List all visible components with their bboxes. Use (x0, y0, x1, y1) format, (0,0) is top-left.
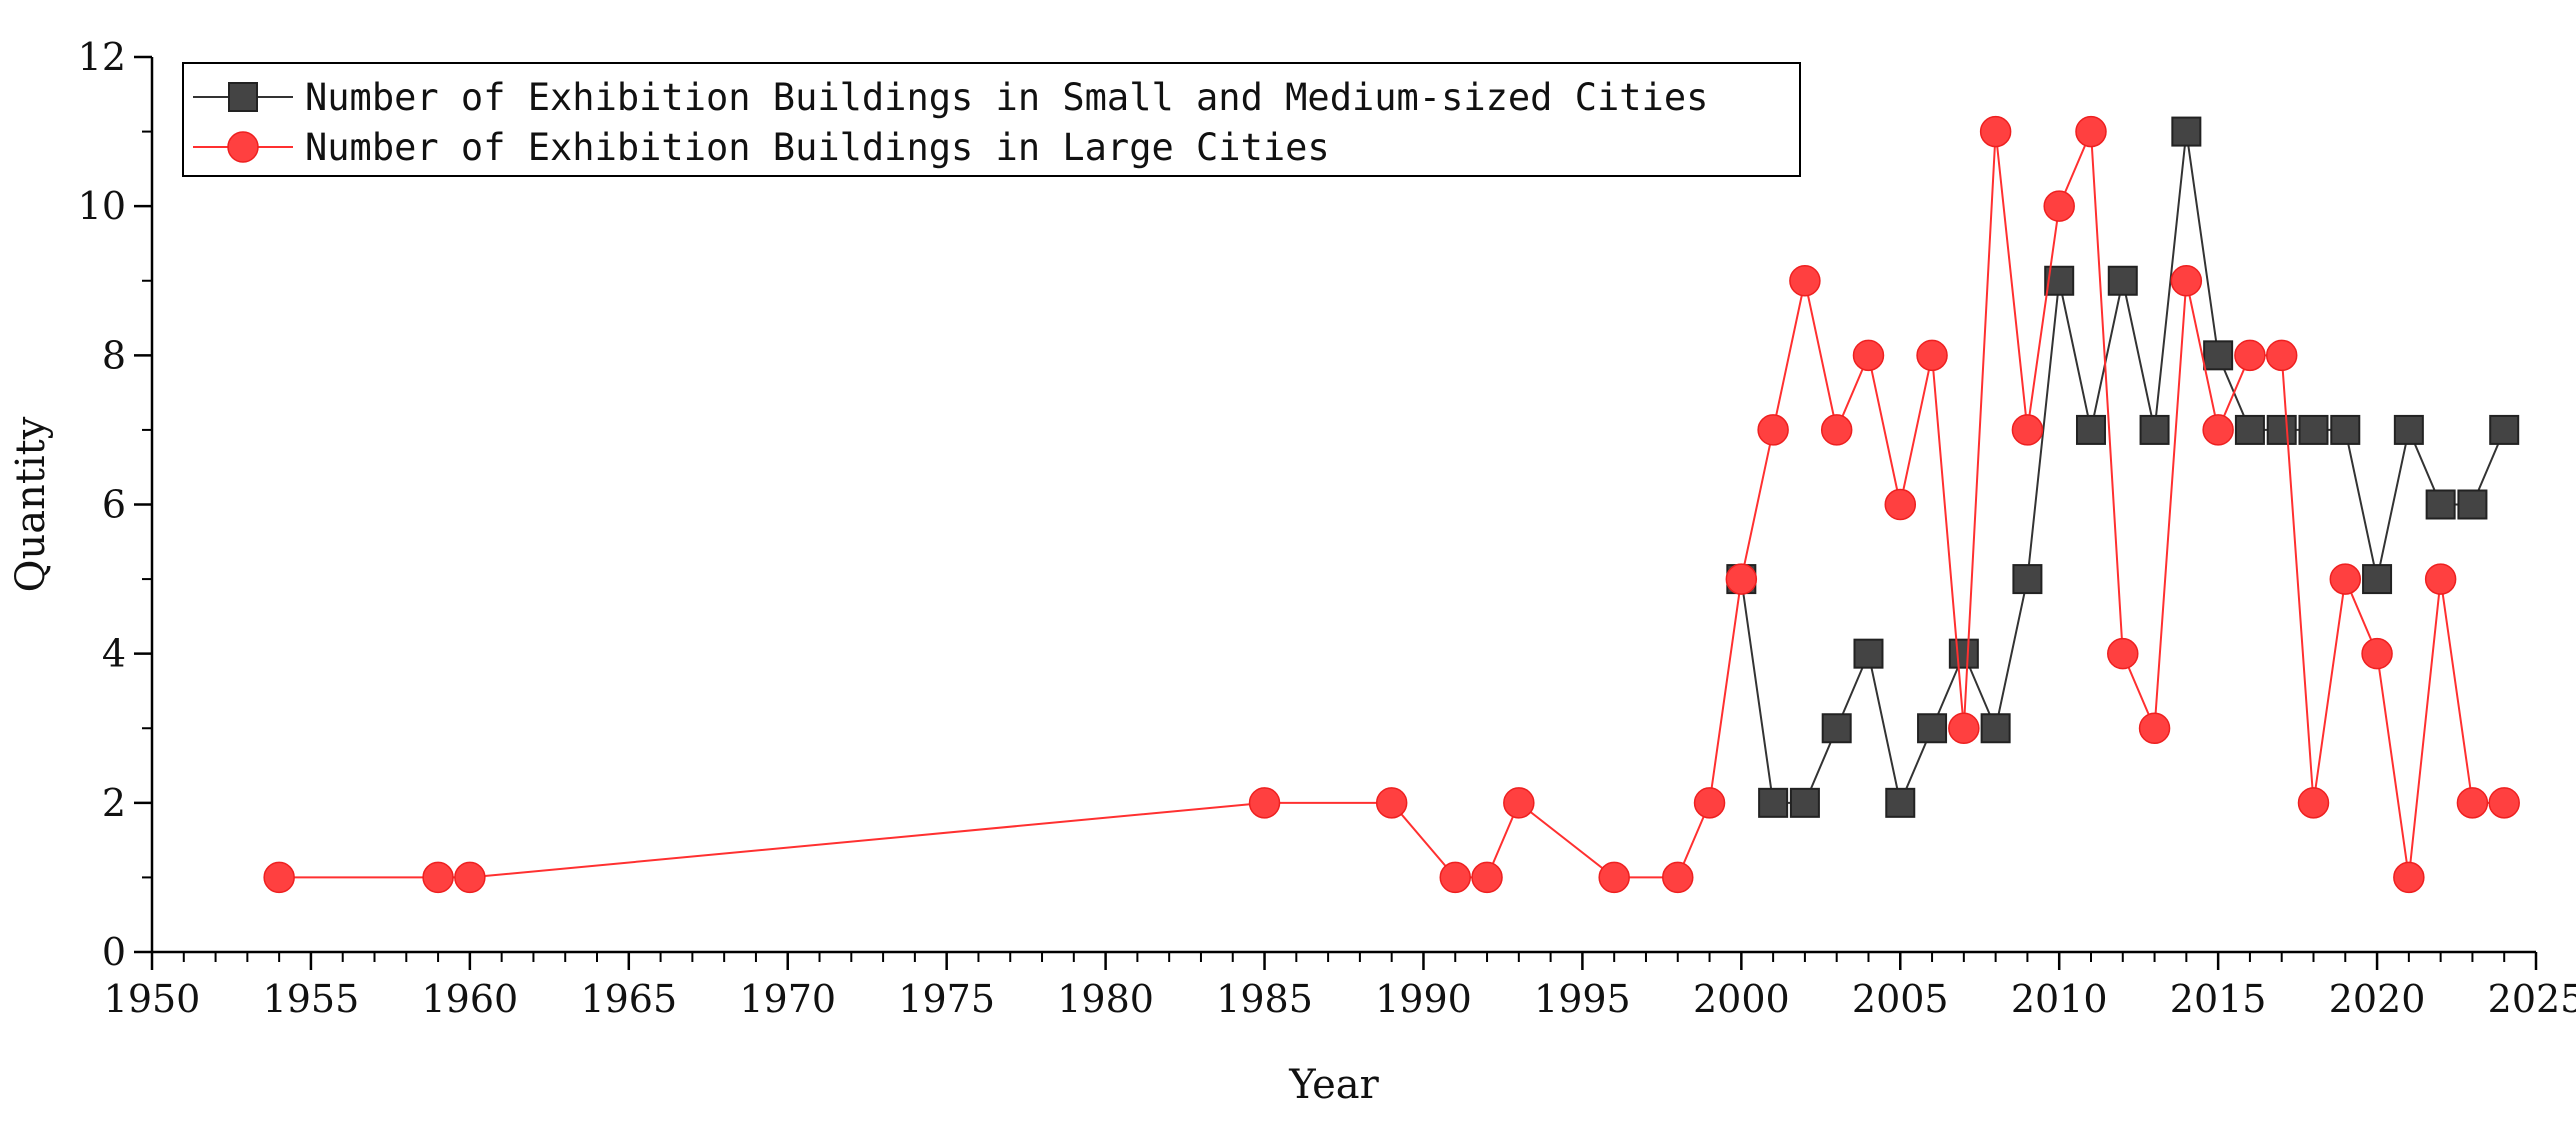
data-point-square (1789, 787, 1820, 818)
series-line (279, 131, 2505, 879)
series-line (1740, 131, 2506, 807)
data-point-circle (2329, 563, 2362, 595)
data-point-square (1853, 638, 1884, 669)
x-tick-label: 1995 (1534, 977, 1631, 1021)
legend-marker-circle (227, 131, 259, 163)
data-point-circle (263, 861, 295, 894)
x-tick-label: 1980 (1057, 977, 1154, 1021)
data-point-circle (2393, 861, 2425, 894)
data-point-square (2203, 340, 2234, 371)
x-tick-label: 1990 (1375, 977, 1472, 1021)
data-point-circle (2170, 265, 2203, 297)
y-tick-label: 8 (102, 333, 126, 377)
x-axis-title: Year (1288, 1062, 1379, 1108)
data-point-square (1821, 713, 1852, 744)
x-tick-label: 2010 (2011, 977, 2108, 1021)
data-point-circle (422, 861, 454, 894)
x-tick-label: 1970 (739, 977, 836, 1021)
data-point-circle (1693, 787, 1726, 819)
data-point-circle (1375, 787, 1408, 819)
data-point-circle (1916, 339, 1948, 372)
x-tick-label: 2000 (1693, 977, 1790, 1021)
data-point-circle (1979, 115, 2012, 148)
data-point-square (2425, 489, 2456, 520)
y-tick-label: 2 (102, 781, 126, 825)
data-point-circle (1884, 488, 1917, 521)
data-point-square (2489, 414, 2520, 445)
y-tick-label: 6 (102, 483, 126, 527)
data-point-circle (1757, 414, 1789, 446)
y-tick-label: 0 (102, 930, 126, 974)
data-point-circle (1471, 861, 1503, 894)
legend-marker-square (228, 82, 258, 112)
data-point-square (2107, 265, 2138, 296)
data-point-square (2012, 564, 2043, 595)
x-tick-label: 1950 (104, 977, 201, 1021)
data-point-circle (1948, 712, 1980, 744)
data-point-square (2298, 414, 2329, 445)
legend: Number of Exhibition Buildings in Small … (182, 62, 1801, 177)
x-tick-label: 1960 (422, 977, 519, 1021)
series-layer (263, 115, 2520, 894)
x-tick-label: 2020 (2329, 977, 2426, 1021)
legend-label-large: Number of Exhibition Buildings in Large … (305, 126, 1330, 169)
data-point-square (2266, 414, 2297, 445)
data-point-circle (1789, 265, 1821, 297)
data-point-circle (2202, 414, 2234, 446)
data-point-square (2171, 116, 2202, 147)
data-point-circle (1248, 787, 1281, 819)
y-tick-label: 10 (78, 184, 126, 228)
data-point-circle (1598, 861, 1630, 894)
series-large-cities (263, 115, 2520, 894)
data-point-circle (2456, 787, 2489, 819)
data-point-circle (2488, 787, 2520, 819)
data-point-circle (454, 861, 486, 894)
data-point-square (2139, 414, 2170, 445)
x-tick-label: 2005 (1852, 977, 1949, 1021)
data-point-square (2330, 414, 2361, 445)
data-point-circle (1503, 787, 1535, 819)
data-point-circle (2138, 712, 2171, 744)
legend-label-small-medium: Number of Exhibition Buildings in Small … (305, 76, 1708, 119)
y-tick-label: 12 (78, 35, 126, 79)
x-tick-label: 2015 (2170, 977, 2267, 1021)
data-point-square (2457, 489, 2488, 520)
data-point-square (2075, 414, 2106, 445)
data-point-square (1980, 713, 2011, 744)
axes-layer: 1950 1955 1960 1965 1970 1975 1980 1985 1990 1995… (8, 35, 2576, 1108)
data-point-square (1885, 787, 1916, 818)
data-point-circle (1820, 414, 1853, 446)
data-point-circle (2234, 339, 2266, 372)
data-point-square (1917, 713, 1948, 744)
data-point-circle (1439, 861, 1472, 894)
data-point-circle (2043, 190, 2075, 222)
legend-box (182, 62, 1801, 177)
data-point-square (1758, 787, 1789, 818)
data-point-square (2362, 564, 2393, 595)
x-tick-label: 2025 (2488, 977, 2576, 1021)
data-point-square (2393, 414, 2424, 445)
data-point-square (2234, 414, 2265, 445)
x-tick-label: 1955 (263, 977, 360, 1021)
data-point-circle (1852, 339, 1885, 372)
data-point-circle (2107, 637, 2139, 670)
x-tick-label: 1965 (580, 977, 677, 1021)
x-tick-label: 1985 (1216, 977, 1313, 1021)
data-point-circle (2075, 115, 2107, 148)
x-tick-label: 1975 (898, 977, 995, 1021)
y-axis-title: Quantity (8, 416, 54, 592)
data-point-square (1948, 638, 1979, 669)
data-point-circle (1662, 861, 1694, 894)
data-point-circle (2265, 339, 2298, 372)
data-point-circle (2361, 637, 2393, 670)
series-small-medium-cities (1726, 116, 2520, 818)
data-point-circle (2011, 414, 2044, 446)
data-point-circle (2297, 787, 2330, 819)
data-point-circle (1725, 563, 1758, 595)
y-tick-label: 4 (102, 632, 126, 676)
data-point-circle (2424, 563, 2457, 595)
